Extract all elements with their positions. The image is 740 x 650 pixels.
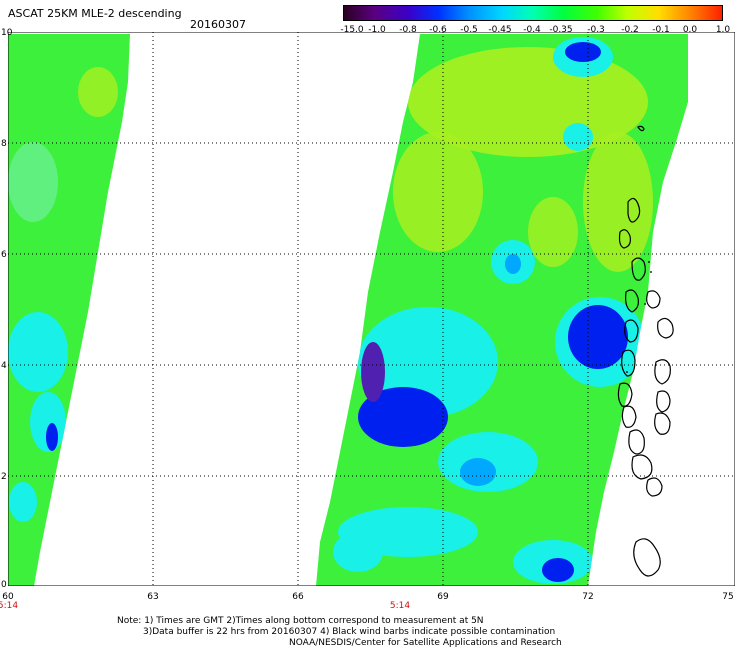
- note-line-1: Note: 1) Times are GMT 2)Times along bot…: [117, 616, 484, 626]
- atoll-coastline: [631, 257, 646, 281]
- coastline-layer: [617, 125, 674, 577]
- wind-field-patch: [528, 197, 578, 267]
- atoll-coastline: [621, 349, 636, 377]
- color-scale-tick-label: -0.2: [621, 25, 639, 35]
- wind-field-patch: [563, 123, 593, 151]
- latitude-label: 4: [1, 361, 7, 371]
- time-label-left: 5:14: [0, 601, 19, 611]
- latitude-label: 6: [1, 250, 7, 260]
- atoll-coastline: [627, 197, 641, 223]
- latitude-label: 10: [1, 28, 13, 38]
- color-scale-tick-label: -0.35: [549, 25, 573, 35]
- color-scale-bar: [343, 5, 723, 21]
- longitude-label: 69: [437, 592, 449, 602]
- atoll-coastline: [646, 477, 663, 497]
- longitude-label: 60: [2, 592, 14, 602]
- lat-lon-grid: [8, 32, 735, 586]
- wind-field-patch: [542, 558, 574, 582]
- latitude-label: 2: [1, 472, 7, 482]
- product-title: ASCAT 25KM MLE-2 descending: [8, 7, 182, 20]
- atoll-coastline: [633, 538, 661, 577]
- color-scale-tick-label: -0.8: [399, 25, 417, 35]
- atoll-coastline: [657, 317, 674, 339]
- atoll-coastline: [628, 429, 645, 455]
- color-scale-tick-label: 1.0: [715, 25, 731, 35]
- wind-field-patch: [333, 532, 383, 572]
- wind-field-patch: [565, 42, 601, 62]
- atoll-coastline: [656, 390, 671, 413]
- color-scale-tick-label: -0.45: [488, 25, 512, 35]
- color-scale-tick-label: -0.1: [652, 25, 670, 35]
- color-scale-tick-label: -0.6: [429, 25, 447, 35]
- wind-field-patch: [583, 132, 653, 272]
- wind-field-patch: [393, 132, 483, 252]
- wind-field-patch: [568, 305, 628, 369]
- atoll-coastline: [625, 289, 639, 313]
- atoll-coastline: [654, 359, 671, 385]
- wind-field-patch: [505, 254, 521, 274]
- latitude-label: 8: [1, 139, 7, 149]
- wind-field-patch: [358, 387, 448, 447]
- color-scale-tick-label: -1.0: [368, 25, 386, 35]
- atoll-coastline: [626, 261, 652, 373]
- color-scale-tick-label: -0.3: [587, 25, 605, 35]
- atoll-coastline: [637, 125, 645, 132]
- wind-field-patch: [8, 142, 58, 222]
- map-plot: [8, 32, 735, 586]
- atoll-coastline: [621, 405, 637, 428]
- time-label-right: 5:14: [389, 601, 411, 611]
- longitude-label: 75: [722, 592, 734, 602]
- wind-field-patch: [78, 67, 118, 117]
- wind-field-patch: [460, 458, 496, 486]
- atoll-coastline: [617, 382, 633, 407]
- wind-field-patch: [8, 312, 68, 392]
- wind-field-patch: [9, 482, 37, 522]
- atoll-coastline: [631, 454, 653, 480]
- color-scale-tick-label: -15.0: [340, 25, 364, 35]
- wind-field-patch: [361, 342, 385, 402]
- color-scale-tick-label: -0.5: [460, 25, 478, 35]
- atoll-coastline: [618, 229, 631, 249]
- atoll-coastline: [654, 412, 671, 435]
- note-line-3: NOAA/NESDIS/Center for Satellite Applica…: [289, 638, 562, 648]
- note-line-2: 3)Data buffer is 22 hrs from 20160307 4)…: [143, 627, 556, 637]
- longitude-label: 63: [147, 592, 159, 602]
- color-scale-labels: -15.0 -1.0 -0.8 -0.6 -0.5 -0.45 -0.4 -0.35 -0.3 -…: [330, 25, 740, 37]
- wind-field-patch: [46, 423, 58, 451]
- atoll-coastline: [624, 319, 639, 343]
- color-scale-tick-label: -0.4: [523, 25, 541, 35]
- swath-data-layer: [8, 34, 688, 586]
- latitude-label: 0: [1, 580, 7, 590]
- longitude-label: 72: [582, 592, 594, 602]
- color-scale-tick-label: 0.0: [682, 25, 698, 35]
- atoll-coastline: [646, 290, 661, 309]
- product-date: 20160307: [190, 18, 246, 31]
- longitude-label: 66: [292, 592, 304, 602]
